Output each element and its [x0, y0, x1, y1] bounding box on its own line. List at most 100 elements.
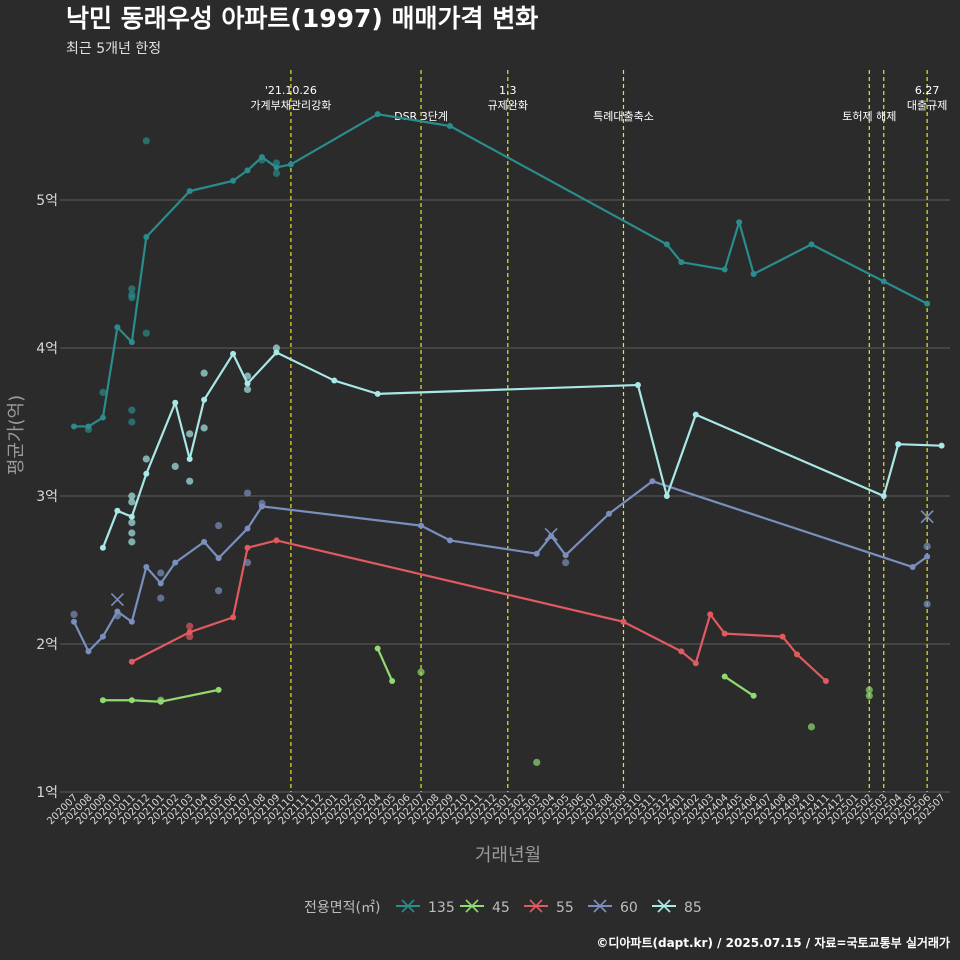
line-point-135 [663, 241, 670, 248]
line-point-60 [201, 538, 208, 545]
line-point-60 [533, 550, 540, 557]
series-layer [70, 111, 945, 767]
line-point-85 [172, 399, 179, 406]
event-label: 1.3 [499, 84, 517, 97]
line-point-55 [779, 633, 786, 640]
line-point-85 [692, 411, 699, 418]
line-point-135 [880, 278, 887, 285]
line-point-60 [418, 522, 425, 529]
line-point-85 [114, 507, 121, 514]
legend-label: 85 [684, 900, 702, 916]
line-point-60 [244, 525, 251, 532]
line-point-60 [548, 532, 555, 539]
data-point-135 [99, 388, 107, 396]
line-point-45 [389, 678, 396, 684]
legend-key-cross [529, 899, 543, 913]
line-point-85 [880, 493, 887, 499]
line-point-45 [99, 697, 106, 704]
series-line-45 [102, 688, 219, 703]
data-point-85 [128, 519, 136, 527]
line-point-45 [721, 673, 728, 680]
line-point-135 [721, 266, 728, 273]
series-line-55 [131, 539, 827, 682]
line-point-55 [707, 611, 714, 618]
legend-label: 55 [556, 900, 574, 916]
line-point-135 [678, 259, 685, 266]
data-point-85 [186, 430, 194, 438]
line-point-135 [230, 177, 237, 184]
line-point-60 [99, 633, 106, 640]
line-point-60 [172, 559, 179, 566]
y-axis-title: 평균가(억) [6, 395, 27, 475]
data-point-85 [171, 462, 179, 470]
legend-label: 60 [620, 900, 638, 916]
line-point-85 [143, 470, 150, 477]
line-point-60 [649, 478, 656, 485]
series-line-60 [73, 480, 928, 653]
data-point-60 [243, 489, 252, 497]
legend-key-cross [593, 899, 607, 913]
line-point-135 [750, 271, 757, 277]
line-point-135 [924, 300, 931, 307]
cross-marker-60 [110, 593, 124, 607]
data-point-45 [417, 668, 425, 676]
data-point-135 [128, 285, 136, 293]
grid-lines: 1억 2억 3억 4억 5억 [36, 193, 950, 801]
data-point-85 [128, 492, 136, 500]
data-point-135 [142, 137, 150, 145]
event-label: 가계부채관리강화 [250, 99, 331, 112]
data-point-135 [142, 329, 150, 337]
data-point-60 [923, 542, 931, 550]
data-point-135 [272, 169, 281, 177]
data-point-135 [128, 294, 136, 302]
line-point-55 [620, 618, 627, 625]
line-point-135 [258, 154, 265, 161]
line-point-60 [446, 537, 453, 544]
data-point-135 [128, 418, 136, 426]
data-point-85 [142, 455, 150, 463]
line-point-55 [273, 537, 280, 544]
legend: 전용면적(㎡) 135 45 55 60 85 [304, 899, 702, 916]
line-point-85 [938, 442, 945, 449]
data-point-60 [243, 559, 252, 567]
x-axis-ticks: 2020072020082020092020102020112020122021… [45, 792, 947, 827]
line-point-55 [692, 660, 699, 667]
data-point-135 [128, 406, 136, 414]
event-label: 대출규제 [907, 99, 947, 112]
line-point-60 [128, 618, 135, 625]
data-point-60 [215, 522, 223, 530]
cross-marker-60 [920, 510, 934, 524]
data-point-55 [186, 622, 194, 630]
line-point-60 [909, 564, 916, 571]
line-point-60 [924, 553, 931, 560]
data-point-85 [200, 369, 208, 377]
line-point-85 [186, 456, 193, 462]
line-point-85 [634, 382, 641, 388]
line-point-85 [663, 493, 670, 499]
data-point-60 [70, 610, 78, 619]
line-point-55 [678, 648, 685, 655]
line-point-135 [99, 414, 106, 421]
line-point-135 [143, 234, 150, 240]
data-point-60 [157, 569, 165, 577]
data-point-85 [128, 529, 136, 537]
data-point-45 [865, 692, 873, 700]
line-point-85 [230, 350, 237, 357]
line-point-55 [822, 678, 829, 684]
legend-label: 45 [492, 900, 510, 916]
line-point-135 [244, 167, 251, 174]
line-point-85 [273, 349, 280, 356]
line-point-135 [287, 161, 294, 168]
line-point-60 [114, 608, 121, 615]
line-point-60 [215, 555, 222, 562]
line-point-55 [230, 614, 237, 621]
series-line-45 [376, 647, 394, 682]
line-point-85 [128, 513, 135, 520]
y-tick-label: 1억 [36, 785, 58, 801]
line-point-135 [114, 324, 121, 331]
line-point-135 [186, 188, 193, 195]
line-point-85 [895, 441, 902, 448]
line-point-135 [374, 111, 381, 118]
